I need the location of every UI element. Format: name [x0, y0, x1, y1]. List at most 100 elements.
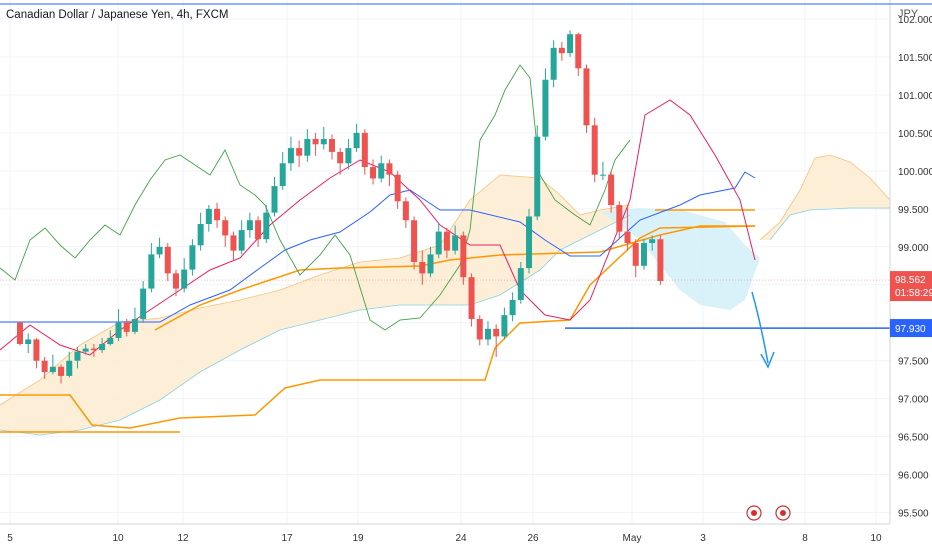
candle-down — [460, 235, 467, 278]
candle-down — [33, 339, 40, 361]
candle-up — [197, 224, 204, 246]
candle-up — [49, 366, 56, 373]
y-tick-label: 96.500 — [898, 433, 929, 444]
candle-up — [452, 235, 459, 251]
y-tick-label: 99.000 — [898, 243, 929, 254]
x-tick-label: 10 — [870, 533, 882, 544]
currency-label: JPY — [898, 8, 919, 20]
candle-up — [484, 328, 491, 340]
candle-up — [287, 148, 294, 164]
y-tick-label: 97.500 — [898, 357, 929, 368]
candle-up — [25, 339, 32, 345]
ichimoku-cloud — [0, 154, 891, 436]
candle-up — [156, 246, 163, 255]
y-tick-label: 99.500 — [898, 205, 929, 216]
candle-up — [542, 79, 549, 137]
x-tick-label: 12 — [177, 533, 189, 544]
level-price-label: 97.930 — [895, 324, 926, 335]
candle-up — [427, 254, 434, 274]
cloud-bear-area — [600, 208, 760, 310]
candle-down — [222, 220, 229, 236]
candle-up — [263, 212, 270, 240]
candle-up — [353, 132, 360, 149]
candle-down — [312, 138, 319, 145]
candle-down — [443, 231, 450, 251]
candle-down — [591, 125, 598, 175]
x-tick-label: 24 — [455, 533, 467, 544]
candle-up — [649, 239, 656, 244]
x-tick-label: 10 — [112, 533, 124, 544]
senkou-a-future — [759, 154, 891, 241]
candle-up — [501, 315, 508, 337]
y-tick-label: 101.000 — [898, 91, 932, 102]
candle-up — [148, 254, 155, 289]
candle-up — [66, 360, 73, 376]
y-tick-label: 96.000 — [898, 471, 929, 482]
event-flag-dot — [780, 510, 786, 516]
candle-down — [214, 208, 221, 221]
candle-up — [435, 231, 442, 255]
candle-down — [608, 174, 615, 206]
candle-up — [640, 243, 647, 266]
orange-level-line-lower — [0, 225, 756, 429]
candle-up — [509, 299, 516, 316]
candle-down — [575, 34, 582, 69]
candle-down — [58, 366, 65, 376]
candle-up — [517, 268, 524, 300]
level-price-label-box — [890, 319, 932, 338]
kijun-line — [0, 171, 756, 323]
cloud-bull-area — [0, 175, 630, 435]
candle-up — [99, 344, 106, 351]
candle-down — [493, 328, 500, 337]
candle-up — [599, 174, 606, 176]
candle-down — [164, 246, 171, 274]
candle-down — [328, 138, 335, 152]
candle-down — [468, 277, 475, 319]
y-tick-label: 102.000 — [898, 15, 932, 26]
candle-up — [567, 34, 574, 54]
candle-down — [361, 132, 368, 168]
cloud-future-area — [760, 155, 890, 240]
chart-title: Canadian Dollar / Japanese Yen, 4h, FXCM — [6, 9, 229, 21]
x-tick-label: 8 — [802, 533, 808, 544]
candle-down — [657, 239, 664, 281]
candle-down — [386, 163, 393, 175]
candle-down — [337, 151, 344, 164]
x-tick-label: May — [623, 533, 642, 544]
candle-down — [394, 174, 401, 202]
candle-down — [90, 348, 97, 351]
candle-down — [255, 220, 262, 240]
y-tick-label: 95.500 — [898, 509, 929, 520]
candle-down — [476, 318, 483, 340]
candle-up — [526, 216, 533, 269]
last-price-label: 98.562 — [895, 275, 926, 286]
candle-up — [238, 230, 245, 251]
candle-up — [271, 186, 278, 213]
candle-up — [131, 318, 138, 332]
candle-up — [378, 163, 385, 179]
y-tick-label: 100.500 — [898, 129, 932, 140]
x-tick-label: 19 — [352, 533, 364, 544]
candle-up — [82, 348, 89, 352]
candle-down — [296, 148, 303, 156]
candle-down — [41, 360, 48, 373]
overlays — [0, 279, 890, 521]
candle-up — [320, 138, 327, 145]
candle-up — [304, 138, 311, 156]
x-tick-label: 26 — [527, 533, 539, 544]
candle-up — [115, 322, 122, 338]
candle-up — [74, 351, 81, 361]
x-tick-label: 17 — [281, 533, 293, 544]
candle-down — [230, 235, 237, 251]
candle-down — [370, 167, 377, 179]
candle-up — [534, 136, 541, 217]
chart-header: Canadian Dollar / Japanese Yen, 4h, FXCM — [0, 0, 890, 32]
candle-up — [140, 288, 147, 319]
x-tick-label: 3 — [700, 533, 706, 544]
candle-down — [558, 47, 565, 54]
candle-down — [17, 322, 23, 345]
forecast-arrow-line — [751, 291, 769, 364]
